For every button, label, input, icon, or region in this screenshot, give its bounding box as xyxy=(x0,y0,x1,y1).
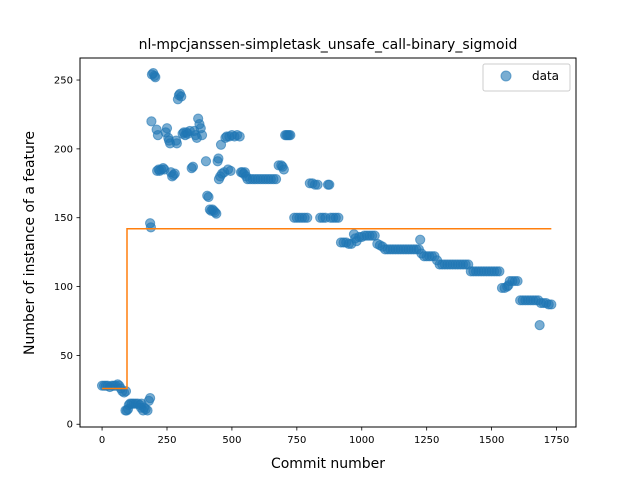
legend-label: data xyxy=(532,69,559,83)
x-tick-label: 0 xyxy=(99,435,105,446)
y-tick-label: 0 xyxy=(67,420,73,431)
data-point xyxy=(302,212,313,223)
data-point xyxy=(546,299,557,310)
data-point xyxy=(225,165,236,176)
data-point xyxy=(324,179,335,190)
data-point xyxy=(512,275,523,287)
x-tick-label: 250 xyxy=(157,435,176,446)
x-tick-label: 1250 xyxy=(414,435,439,446)
x-tick-label: 1750 xyxy=(544,435,569,446)
x-tick-label: 750 xyxy=(287,435,306,446)
x-tick-label: 500 xyxy=(222,435,241,446)
data-point xyxy=(176,91,187,102)
data-point xyxy=(203,191,214,203)
data-point xyxy=(187,161,199,172)
data-point xyxy=(169,168,180,179)
y-tick-label: 150 xyxy=(54,213,73,224)
y-tick-label: 50 xyxy=(60,351,73,362)
data-point xyxy=(278,164,289,175)
plot-frame xyxy=(79,57,577,428)
y-tick-label: 250 xyxy=(54,76,73,87)
chart-title: nl-mpcjanssen-simpletask_unsafe_call-bin… xyxy=(139,37,518,53)
y-tick-label: 100 xyxy=(54,282,73,293)
data-point xyxy=(150,72,161,83)
x-tick-label: 1000 xyxy=(349,435,374,446)
data-point xyxy=(312,179,323,190)
data-point xyxy=(494,266,505,277)
x-axis-label: Commit number xyxy=(271,456,385,472)
data-point xyxy=(171,138,182,149)
data-point xyxy=(196,130,208,141)
data-point xyxy=(285,130,296,141)
data-point xyxy=(333,212,344,223)
data-point xyxy=(200,156,212,167)
data-point xyxy=(161,123,173,134)
x-tick-label: 1500 xyxy=(479,435,504,446)
data-point xyxy=(213,153,224,164)
data-point xyxy=(146,116,157,127)
y-axis: 0 50 100 150 200 250 xyxy=(54,76,80,431)
data-point xyxy=(270,174,282,185)
data-point xyxy=(142,405,153,416)
data-point xyxy=(415,234,426,245)
scatter-series xyxy=(96,68,557,416)
legend-marker xyxy=(500,70,512,82)
data-point xyxy=(234,131,245,142)
data-point xyxy=(145,392,156,404)
x-axis: 0 250 500 750 1000 1250 1500 1750 xyxy=(99,427,569,446)
data-point xyxy=(145,222,156,233)
plot-area xyxy=(79,57,577,428)
fit-step-line xyxy=(102,227,552,390)
data-point xyxy=(211,208,222,219)
data-point xyxy=(534,320,545,331)
legend: data xyxy=(482,63,571,92)
y-axis-label: Number of instance of a feature xyxy=(22,131,38,355)
y-tick-label: 200 xyxy=(54,144,73,155)
